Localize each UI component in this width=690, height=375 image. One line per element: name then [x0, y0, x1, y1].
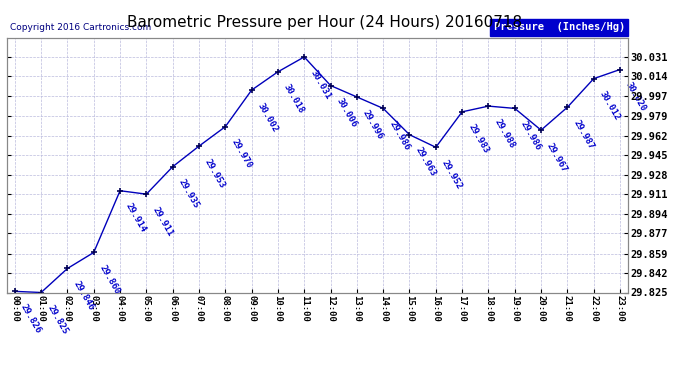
- Text: 29.963: 29.963: [414, 146, 437, 178]
- Text: 29.860: 29.860: [98, 264, 122, 296]
- Text: 29.970: 29.970: [230, 138, 253, 170]
- Text: 30.031: 30.031: [308, 68, 333, 100]
- Text: 29.988: 29.988: [493, 117, 517, 150]
- Text: 29.911: 29.911: [150, 205, 175, 238]
- Text: 29.986: 29.986: [519, 120, 543, 152]
- Text: 29.825: 29.825: [46, 304, 69, 336]
- Text: 30.006: 30.006: [335, 97, 359, 129]
- Text: 29.935: 29.935: [177, 178, 201, 210]
- Text: 29.846: 29.846: [72, 280, 95, 312]
- Text: Pressure  (Inches/Hg): Pressure (Inches/Hg): [493, 22, 625, 32]
- Text: 29.967: 29.967: [545, 141, 569, 174]
- Text: 29.987: 29.987: [571, 118, 595, 151]
- Text: 29.914: 29.914: [124, 202, 148, 234]
- Text: Barometric Pressure per Hour (24 Hours) 20160718: Barometric Pressure per Hour (24 Hours) …: [127, 15, 522, 30]
- Text: 29.826: 29.826: [19, 303, 43, 335]
- Text: 29.996: 29.996: [361, 108, 385, 141]
- Text: 29.952: 29.952: [440, 158, 464, 191]
- Text: 30.012: 30.012: [598, 90, 622, 122]
- Text: 29.986: 29.986: [387, 120, 411, 152]
- Text: 30.002: 30.002: [256, 101, 279, 134]
- Text: 29.953: 29.953: [203, 157, 227, 190]
- Text: 29.983: 29.983: [466, 123, 490, 155]
- Text: Copyright 2016 Cartronics.com: Copyright 2016 Cartronics.com: [10, 23, 151, 32]
- Text: 30.020: 30.020: [624, 81, 648, 113]
- Text: 30.018: 30.018: [282, 83, 306, 116]
